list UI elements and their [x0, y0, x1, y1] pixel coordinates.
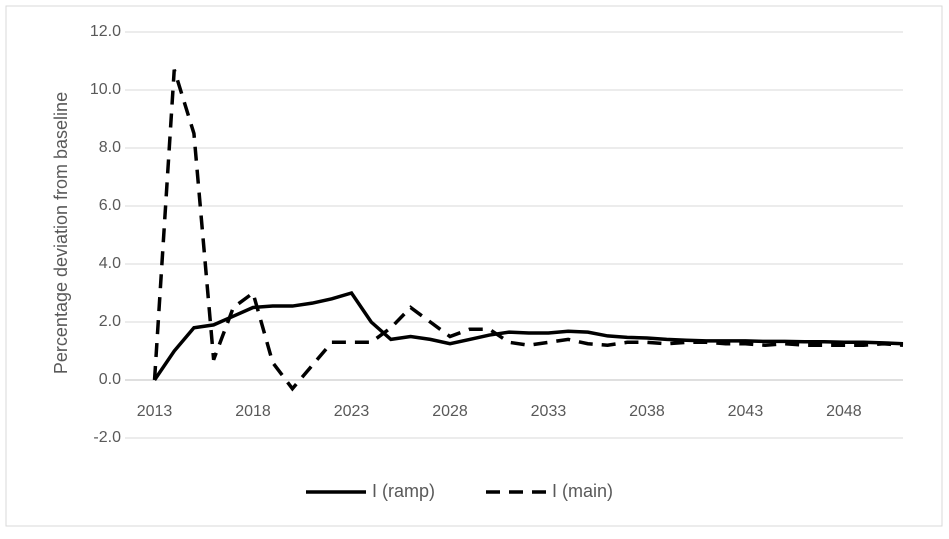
x-tick-label: 2028	[432, 403, 468, 420]
x-tick-label: 2048	[826, 403, 862, 420]
y-tick-label: 0.0	[99, 371, 121, 388]
x-tick-label: 2013	[137, 403, 173, 420]
x-tick-label: 2033	[531, 403, 567, 420]
y-tick-label: 10.0	[90, 81, 121, 98]
y-tick-label: 4.0	[99, 255, 121, 272]
y-axis-title: Percentage deviation from baseline	[51, 92, 71, 374]
legend-label: I (ramp)	[372, 481, 435, 501]
chart-border	[5, 5, 943, 527]
x-tick-label: 2023	[334, 403, 370, 420]
y-tick-label: 6.0	[99, 197, 121, 214]
line-series	[152, 69, 904, 392]
x-tick-label: 2038	[629, 403, 665, 420]
line-series	[153, 290, 904, 381]
legend-label: I (main)	[552, 481, 613, 501]
y-tick-label: 12.0	[90, 23, 121, 40]
y-tick-label: 2.0	[99, 313, 121, 330]
y-tick-label: -2.0	[93, 429, 121, 446]
x-tick-label: 2018	[235, 403, 271, 420]
y-tick-label: 8.0	[99, 139, 121, 156]
x-tick-label: 2043	[728, 403, 764, 420]
